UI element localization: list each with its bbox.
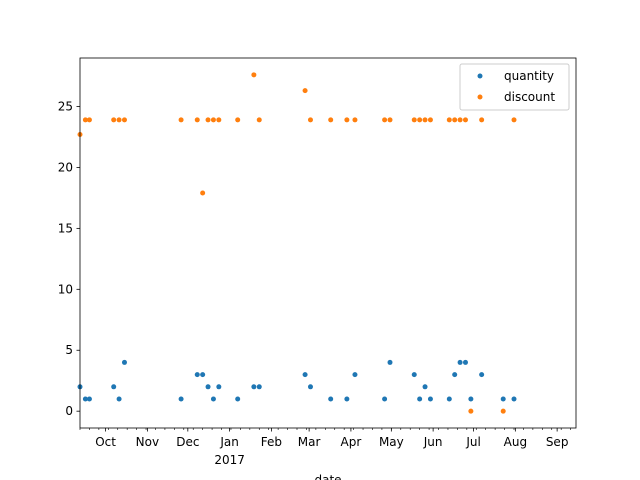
point-discount <box>235 117 241 123</box>
point-quantity <box>500 396 506 402</box>
y-tick-label: 25 <box>58 100 73 114</box>
x-tick-label: Aug <box>504 435 527 449</box>
point-discount <box>417 117 423 123</box>
point-quantity <box>86 396 92 402</box>
point-discount <box>111 117 117 123</box>
point-quantity <box>178 396 184 402</box>
point-discount <box>457 117 463 123</box>
x-tick-label: Jan <box>219 435 239 449</box>
point-quantity <box>446 396 452 402</box>
x-tick-label: Apr <box>341 435 362 449</box>
point-quantity <box>302 372 308 378</box>
legend-label-discount: discount <box>504 90 555 104</box>
point-discount <box>216 117 222 123</box>
point-quantity <box>121 359 127 365</box>
legend-label-quantity: quantity <box>504 69 554 83</box>
point-discount <box>500 408 506 414</box>
point-quantity <box>387 359 393 365</box>
point-quantity <box>194 372 200 378</box>
x-axis-label: date <box>314 473 341 480</box>
point-discount <box>427 117 433 123</box>
point-discount <box>82 117 88 123</box>
y-axis: 0 5 10 15 20 25 <box>58 100 80 418</box>
point-discount <box>251 72 257 78</box>
point-quantity <box>468 396 474 402</box>
point-quantity <box>422 384 428 390</box>
x-tick-label: Nov <box>136 435 159 449</box>
point-discount <box>468 408 474 414</box>
point-discount <box>302 88 308 94</box>
point-discount <box>387 117 393 123</box>
point-quantity <box>457 359 463 365</box>
point-quantity <box>417 396 423 402</box>
point-quantity <box>111 384 117 390</box>
point-discount <box>422 117 428 123</box>
point-quantity <box>344 396 350 402</box>
point-discount <box>256 117 262 123</box>
point-discount <box>200 190 206 196</box>
point-quantity <box>352 372 358 378</box>
point-discount <box>205 117 211 123</box>
legend: quantity discount <box>459 63 570 111</box>
y-tick-label: 15 <box>58 221 73 235</box>
point-discount <box>446 117 452 123</box>
plot-frame <box>79 57 577 429</box>
x-tick-label: Sep <box>546 435 569 449</box>
x-tick-label: Oct <box>95 435 116 449</box>
point-quantity <box>382 396 388 402</box>
point-quantity <box>462 359 468 365</box>
point-quantity <box>452 372 458 378</box>
point-quantity <box>82 396 88 402</box>
x-tick-label: Jul <box>465 435 480 449</box>
point-quantity <box>328 396 334 402</box>
x-axis: Oct Nov Dec Jan 2017 Feb Mar Apr May Jun Jul Aug Sep <box>79 428 571 467</box>
point-discount <box>328 117 334 123</box>
x-tick-sublabel: 2017 <box>214 453 245 467</box>
plot-points <box>77 72 517 414</box>
point-quantity <box>116 396 122 402</box>
point-discount <box>116 117 122 123</box>
point-discount <box>194 117 200 123</box>
x-tick-label: Dec <box>176 435 199 449</box>
point-discount <box>121 117 127 123</box>
point-discount <box>511 117 517 123</box>
x-tick-label: Feb <box>261 435 282 449</box>
point-discount <box>352 117 358 123</box>
x-tick-label: May <box>379 435 404 449</box>
point-quantity <box>216 384 222 390</box>
x-tick-label: Jun <box>423 435 443 449</box>
point-discount <box>411 117 417 123</box>
point-discount <box>86 117 92 123</box>
y-tick-label: 5 <box>65 343 73 357</box>
point-quantity <box>205 384 211 390</box>
point-quantity <box>200 372 206 378</box>
point-quantity <box>307 384 313 390</box>
point-quantity <box>256 384 262 390</box>
x-tick-label: Mar <box>298 435 321 449</box>
point-discount <box>462 117 468 123</box>
y-tick-label: 10 <box>58 282 73 296</box>
point-discount <box>307 117 313 123</box>
point-quantity <box>479 372 485 378</box>
point-discount <box>210 117 216 123</box>
point-discount <box>382 117 388 123</box>
legend-box <box>459 63 570 111</box>
point-quantity <box>411 372 417 378</box>
legend-marker-quantity <box>477 73 483 79</box>
y-tick-label: 0 <box>65 404 73 418</box>
point-quantity <box>210 396 216 402</box>
point-quantity <box>251 384 257 390</box>
point-discount <box>479 117 485 123</box>
point-quantity <box>427 396 433 402</box>
legend-marker-discount <box>477 94 483 100</box>
point-quantity <box>511 396 517 402</box>
point-discount <box>344 117 350 123</box>
y-tick-label: 20 <box>58 160 73 174</box>
point-discount <box>452 117 458 123</box>
point-discount <box>178 117 184 123</box>
point-quantity <box>235 396 241 402</box>
